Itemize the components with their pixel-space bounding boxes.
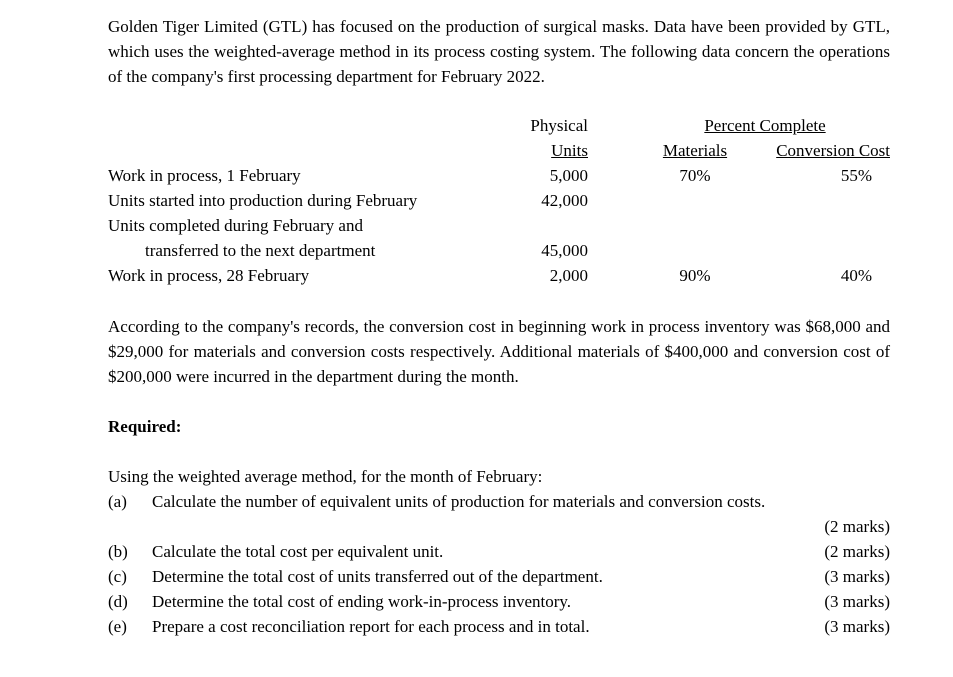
costs-paragraph: According to the company's records, the … (108, 317, 890, 386)
row-conversion-pct: 55% (840, 166, 872, 185)
table-header-row-2: Units Materials Conversion Cost (108, 138, 890, 163)
table-row: Units started into production during Feb… (108, 188, 890, 213)
item-text: Calculate the total cost per equivalent … (152, 542, 444, 561)
header-conversion-cost: Conversion Cost (776, 141, 890, 160)
row-units: 42,000 (541, 191, 588, 210)
row-units: 45,000 (541, 241, 588, 260)
row-conversion-pct (750, 238, 890, 263)
required-item-a-marks-line: (2 marks) (108, 514, 890, 539)
row-units: 2,000 (549, 266, 588, 285)
header-gap (588, 113, 640, 138)
intro-paragraph: Golden Tiger Limited (GTL) has focused o… (108, 17, 890, 86)
item-id: (b) (108, 542, 128, 561)
row-materials-pct (640, 188, 750, 213)
row-label: Units completed during February and (108, 216, 363, 235)
row-label: transferred to the next department (145, 241, 376, 260)
item-marks: (2 marks) (824, 542, 890, 561)
header-gap (588, 138, 640, 163)
row-conversion-pct (750, 188, 890, 213)
header-materials: Materials (662, 141, 728, 160)
item-text: Determine the total cost of ending work-… (152, 592, 572, 611)
required-item-e: (e) Prepare a cost reconciliation report… (108, 614, 890, 639)
required-list: (a) Calculate the number of equivalent u… (108, 489, 890, 639)
required-item-c: (c) Determine the total cost of units tr… (108, 564, 890, 589)
item-id: (e) (108, 617, 127, 636)
item-marks: (3 marks) (824, 567, 890, 586)
process-costing-table: Physical Percent Complete Units Material… (108, 113, 890, 288)
header-spacer (108, 138, 488, 163)
row-units (488, 213, 588, 238)
row-label: Work in process, 28 February (108, 266, 310, 285)
table-row: Work in process, 1 February 5,000 70% 55… (108, 163, 890, 188)
item-id: (d) (108, 592, 128, 611)
required-item-a: (a) Calculate the number of equivalent u… (108, 489, 890, 514)
item-marks: (2 marks) (824, 517, 890, 536)
table-row: Units completed during February and (108, 213, 890, 238)
header-units: Units (551, 141, 588, 160)
row-conversion-pct (750, 213, 890, 238)
row-label: Work in process, 1 February (108, 166, 301, 185)
row-materials-pct: 70% (679, 166, 711, 185)
item-marks: (3 marks) (824, 592, 890, 611)
required-item-b: (b) Calculate the total cost per equival… (108, 539, 890, 564)
required-intro: Using the weighted average method, for t… (108, 467, 543, 486)
required-item-d: (d) Determine the total cost of ending w… (108, 589, 890, 614)
item-text: Calculate the number of equivalent units… (152, 492, 766, 511)
header-spacer (108, 113, 488, 138)
item-text: Prepare a cost reconciliation report for… (152, 617, 590, 636)
row-label: Units started into production during Feb… (108, 191, 418, 210)
table-row: Work in process, 28 February 2,000 90% 4… (108, 263, 890, 288)
header-percent-complete: Percent Complete (704, 116, 826, 135)
item-id: (a) (108, 492, 127, 511)
row-materials-pct: 90% (679, 266, 711, 285)
row-conversion-pct: 40% (840, 266, 872, 285)
item-marks: (3 marks) (824, 617, 890, 636)
row-materials-pct (640, 238, 750, 263)
document-page: Golden Tiger Limited (GTL) has focused o… (108, 17, 890, 639)
table-header-row-1: Physical Percent Complete (108, 113, 890, 138)
item-text: Determine the total cost of units transf… (152, 567, 603, 586)
required-heading: Required: (108, 417, 182, 436)
row-units: 5,000 (549, 166, 588, 185)
header-physical: Physical (530, 116, 588, 135)
table-row: transferred to the next department 45,00… (108, 238, 890, 263)
item-id: (c) (108, 567, 127, 586)
row-materials-pct (640, 213, 750, 238)
